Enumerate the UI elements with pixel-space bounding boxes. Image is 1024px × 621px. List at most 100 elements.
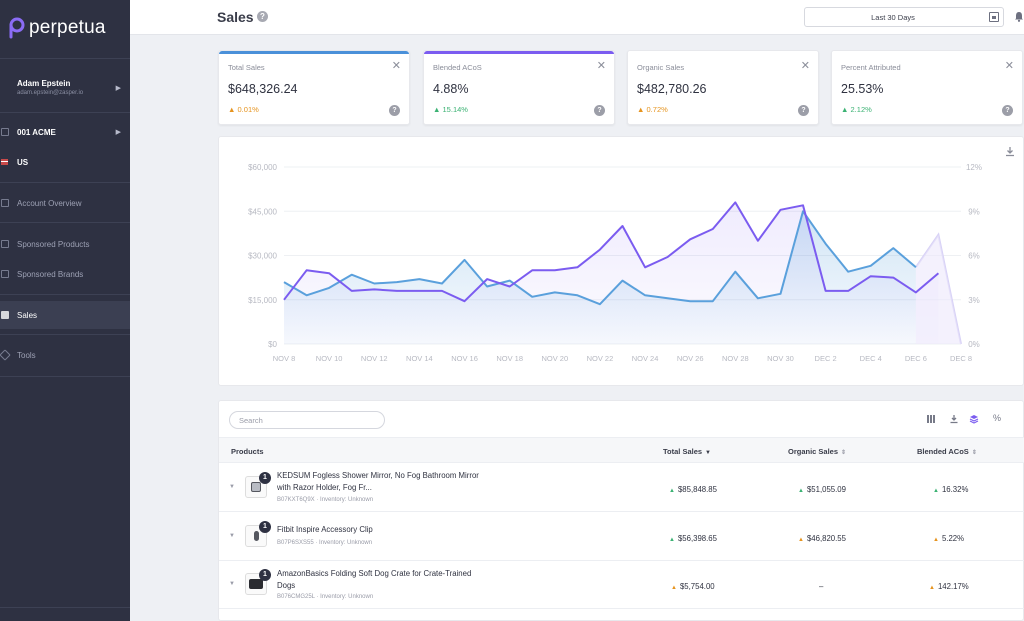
search-input[interactable]	[229, 411, 385, 429]
card-label: Total Sales	[228, 63, 265, 72]
product-inventory: Inventory: Unknown	[319, 540, 373, 546]
clip-image	[254, 531, 259, 541]
help-icon[interactable]: ?	[594, 105, 605, 116]
column-header-blended-acos[interactable]: Blended ACoS ⇕	[917, 447, 977, 456]
expand-caret-icon[interactable]: ▼	[229, 533, 235, 539]
cell-value: $85,848.85	[677, 485, 717, 494]
layers-icon[interactable]	[969, 414, 979, 424]
x-tick-label: DEC 8	[950, 354, 972, 363]
marketplace-name: US	[17, 157, 29, 167]
help-icon[interactable]: ?	[389, 105, 400, 116]
card-delta-value: 0.72%	[646, 105, 668, 114]
user-menu[interactable]: Adam Epstein adam.epstein@zasper.io ▶	[0, 70, 130, 110]
x-tick-label: NOV 22	[587, 354, 614, 363]
cell-value: 16.32%	[941, 485, 969, 494]
products-icon	[1, 240, 9, 248]
mirror-image	[251, 482, 261, 492]
arrow-up-icon: ▲	[669, 488, 675, 494]
product-inventory: Inventory: Unknown	[320, 497, 374, 503]
table-row[interactable]: ▼ 1 AmazonBasics Folding Soft Dog Crate …	[219, 561, 1024, 609]
chart-icon	[1, 311, 9, 319]
y-left-tick-label: $60,000	[248, 163, 277, 172]
product-name[interactable]: KEDSUM Fogless Shower Mirror, No Fog Bat…	[277, 471, 479, 492]
perpetua-logo[interactable]: perpetua	[6, 16, 106, 40]
product-name[interactable]: Fitbit Inspire Accessory Clip	[277, 525, 373, 534]
cell-organic-sales: ▲ $51,055.09	[798, 485, 846, 494]
help-icon[interactable]: ?	[1002, 105, 1013, 116]
column-header-organic-sales[interactable]: Organic Sales ⇕	[788, 447, 846, 456]
y-left-tick-label: $0	[268, 340, 277, 349]
y-left-tick-label: $30,000	[248, 252, 277, 261]
arrow-up-icon: ▲	[933, 537, 939, 543]
expand-caret-icon[interactable]: ▼	[229, 581, 235, 587]
cell-value: $51,055.09	[806, 485, 846, 494]
card-delta-value: 15.14%	[442, 105, 468, 114]
sidebar-item-sales[interactable]: Sales	[0, 301, 130, 329]
close-icon[interactable]: ✕	[596, 60, 606, 72]
column-header-label: Organic Sales	[788, 447, 839, 456]
close-icon[interactable]: ✕	[1004, 60, 1014, 72]
cell-total-sales: ▲ $5,754.00	[671, 582, 715, 591]
card-delta: ▲ 0.01%	[228, 105, 259, 114]
home-icon	[1, 199, 9, 207]
columns-icon[interactable]	[926, 414, 936, 424]
close-icon[interactable]: ✕	[391, 60, 401, 72]
sidebar: perpetua Adam Epstein adam.epstein@zaspe…	[0, 0, 130, 621]
arrow-up-icon: ▲	[433, 105, 443, 114]
sidebar-item-label: Sales	[17, 310, 38, 320]
close-icon[interactable]: ✕	[800, 60, 810, 72]
percent-icon[interactable]: %	[993, 413, 1002, 423]
column-header-products[interactable]: Products	[231, 447, 264, 456]
arrow-up-icon: ▲	[929, 585, 935, 591]
sales-chart-card: $60,000 12% $45,000 9% $30,000 6% $15,000 3% $0 0…	[218, 136, 1024, 386]
user-name: Adam Epstein	[17, 79, 71, 88]
sidebar-item-account-overview[interactable]: Account Overview	[0, 189, 130, 217]
cell-acos: ▲ 142.17%	[929, 582, 969, 591]
metric-card-blended-acos[interactable]: Blended ACoS ✕ 4.88% ▲ 15.14% ?	[423, 50, 615, 125]
help-icon[interactable]: ?	[798, 105, 809, 116]
account-selector[interactable]: 001 ACME ▶	[0, 118, 130, 146]
download-icon[interactable]	[949, 414, 959, 424]
cell-value: $5,754.00	[679, 582, 715, 591]
y-right-tick-label: 3%	[968, 296, 980, 305]
x-tick-label: DEC 4	[860, 354, 882, 363]
top-bar: Sales ? Last 30 Days	[130, 0, 1024, 35]
x-tick-label: NOV 20	[541, 354, 568, 363]
arrow-up-icon: ▲	[798, 488, 804, 494]
divider	[0, 58, 130, 59]
date-range-picker[interactable]: Last 30 Days	[804, 7, 1004, 27]
sales-chart[interactable]: $60,000 12% $45,000 9% $30,000 6% $15,000 3% $0 0…	[219, 137, 1024, 387]
sidebar-item-label: Sponsored Products	[17, 239, 90, 249]
page-title: Sales	[217, 9, 254, 25]
sidebar-item-sponsored-products[interactable]: Sponsored Products	[0, 230, 130, 258]
x-tick-label: NOV 16	[451, 354, 478, 363]
bell-icon[interactable]	[1014, 11, 1024, 22]
column-header-total-sales[interactable]: Total Sales ▼	[663, 447, 711, 456]
product-name[interactable]: AmazonBasics Folding Soft Dog Crate for …	[277, 569, 472, 590]
x-tick-label: DEC 6	[905, 354, 927, 363]
sidebar-item-sponsored-brands[interactable]: Sponsored Brands	[0, 260, 130, 288]
calendar-icon[interactable]	[989, 12, 999, 22]
metric-card-organic-sales[interactable]: Organic Sales ✕ $482,780.26 ▲ 0.72% ?	[627, 50, 819, 125]
expand-caret-icon[interactable]: ▼	[229, 484, 235, 490]
help-icon[interactable]: ?	[257, 11, 268, 22]
sidebar-item-tools[interactable]: Tools	[0, 341, 130, 369]
card-accent-bar	[219, 51, 409, 54]
arrow-up-icon: ▲	[671, 585, 677, 591]
table-header: Products Total Sales ▼ Organic Sales ⇕ Ble…	[219, 437, 1024, 463]
table-row[interactable]: ▼ 1 KEDSUM Fogless Shower Mirror, No Fog…	[219, 464, 1024, 512]
divider	[0, 607, 130, 608]
marketplace-selector[interactable]: US	[0, 148, 130, 176]
table-row[interactable]: ▼ 1 Fitbit Inspire Accessory Clip B07P6S…	[219, 513, 1024, 561]
forecast-area	[915, 234, 961, 344]
y-right-tick-label: 9%	[968, 207, 980, 216]
cell-total-sales: ▲ $85,848.85	[669, 485, 717, 494]
y-right-tick-label: 0%	[968, 340, 980, 349]
metric-card-total-sales[interactable]: Total Sales ✕ $648,326.24 ▲ 0.01% ?	[218, 50, 410, 125]
metric-card-percent-attributed[interactable]: Percent Attributed ✕ 25.53% ▲ 2.12% ?	[831, 50, 1023, 125]
card-delta-value: 2.12%	[850, 105, 872, 114]
card-value: 25.53%	[841, 82, 884, 96]
product-meta: B076CMG25L · Inventory: Unknown	[277, 594, 374, 600]
download-icon[interactable]	[1005, 146, 1015, 157]
x-tick-label: NOV 18	[496, 354, 523, 363]
